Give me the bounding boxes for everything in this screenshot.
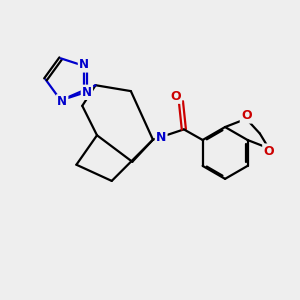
- Text: N: N: [57, 95, 67, 108]
- Text: O: O: [170, 90, 181, 103]
- Text: O: O: [263, 145, 274, 158]
- Text: N: N: [79, 58, 89, 71]
- Text: N: N: [82, 86, 92, 99]
- Text: O: O: [241, 109, 252, 122]
- Text: N: N: [156, 131, 166, 144]
